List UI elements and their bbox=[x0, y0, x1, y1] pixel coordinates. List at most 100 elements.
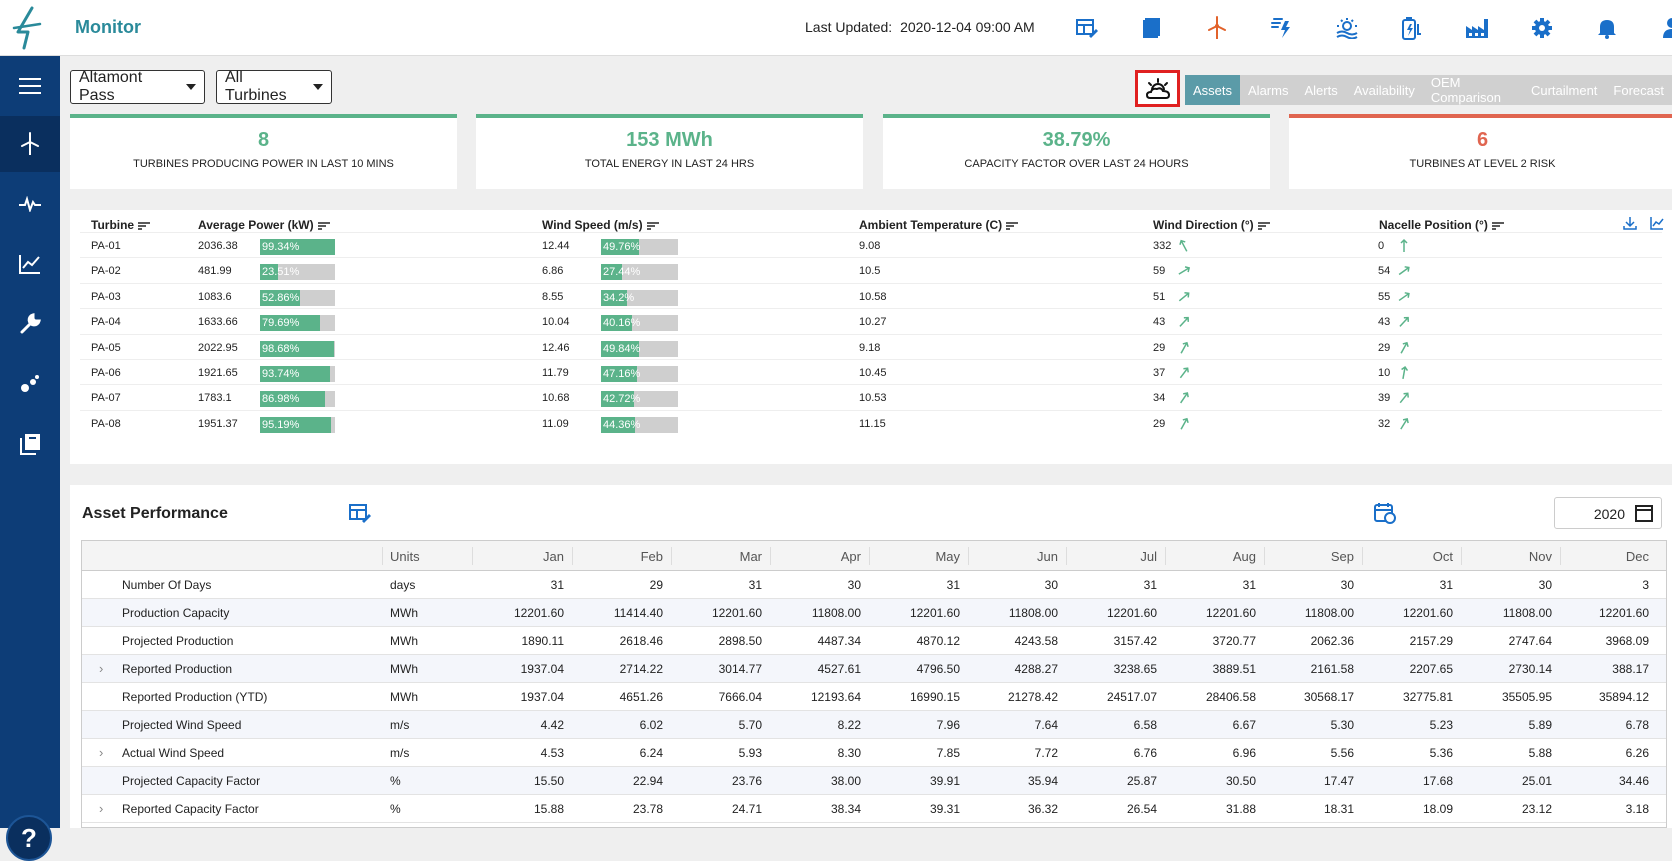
metric-value: 3720.77 bbox=[1166, 634, 1256, 648]
metric-units: MWh bbox=[390, 690, 418, 704]
factory-icon[interactable] bbox=[1444, 12, 1509, 44]
site-dropdown[interactable]: Altamont Pass bbox=[70, 70, 205, 104]
tab-alerts[interactable]: Alerts bbox=[1296, 75, 1345, 105]
nacelle-position-value: 54 bbox=[1378, 265, 1390, 277]
power-progress-label: 52.86% bbox=[262, 292, 299, 304]
sidebar-item-turbines[interactable] bbox=[0, 116, 60, 172]
metric-value: 4796.50 bbox=[870, 662, 960, 676]
metric-value: 25.01 bbox=[1462, 774, 1552, 788]
column-divider[interactable] bbox=[1165, 547, 1166, 565]
wind-direction-arrow-icon bbox=[1176, 390, 1192, 406]
tab-curtailment[interactable]: Curtailment bbox=[1523, 75, 1605, 105]
col-header-wind-direction[interactable]: Wind Direction (°) bbox=[1153, 218, 1270, 232]
year-value: 2020 bbox=[1594, 506, 1625, 522]
column-divider[interactable] bbox=[1362, 547, 1363, 565]
table-edit-icon[interactable] bbox=[349, 503, 371, 528]
col-header-nacelle-position[interactable]: Nacelle Position (°) bbox=[1379, 218, 1504, 232]
expand-chevron-icon[interactable]: › bbox=[99, 801, 103, 816]
wind-turbine-icon[interactable] bbox=[1184, 12, 1249, 44]
kpi-value: 8 bbox=[70, 129, 457, 152]
weather-button[interactable] bbox=[1135, 70, 1180, 107]
column-divider[interactable] bbox=[671, 547, 672, 565]
sidebar-item-clusters[interactable] bbox=[0, 356, 60, 412]
column-divider[interactable] bbox=[572, 547, 573, 565]
expand-chevron-icon[interactable]: › bbox=[99, 661, 103, 676]
column-divider[interactable] bbox=[770, 547, 771, 565]
metric-value: 5.89 bbox=[1462, 718, 1552, 732]
book-icon[interactable] bbox=[1119, 12, 1184, 44]
col-header-turbine[interactable]: Turbine bbox=[91, 218, 150, 232]
column-divider[interactable] bbox=[1264, 547, 1265, 565]
metric-value: 3238.65 bbox=[1067, 662, 1157, 676]
metric-value: 4.53 bbox=[474, 746, 564, 760]
help-button[interactable]: ? bbox=[6, 815, 52, 861]
column-divider[interactable] bbox=[472, 547, 473, 565]
sidebar-item-trends[interactable] bbox=[0, 236, 60, 292]
col-header-wind-speed[interactable]: Wind Speed (m/s) bbox=[542, 218, 659, 232]
caret-down-icon bbox=[313, 84, 323, 90]
calendar-refresh-icon[interactable] bbox=[1374, 502, 1396, 529]
metric-units: MWh bbox=[390, 606, 418, 620]
tab-alarms[interactable]: Alarms bbox=[1240, 75, 1296, 105]
metric-value: 12201.60 bbox=[1166, 606, 1256, 620]
wind-progress-label: 49.84% bbox=[603, 343, 640, 355]
tab-availability[interactable]: Availability bbox=[1346, 75, 1423, 105]
sort-icon bbox=[647, 221, 659, 231]
metric-name: Production Capacity bbox=[122, 606, 229, 620]
column-divider[interactable] bbox=[1066, 547, 1067, 565]
column-divider[interactable] bbox=[1560, 547, 1561, 565]
column-divider[interactable] bbox=[382, 547, 383, 565]
column-divider[interactable] bbox=[968, 547, 969, 565]
table-edit-icon[interactable] bbox=[1054, 12, 1119, 44]
power-progress-bar: 98.68% bbox=[260, 341, 335, 357]
user-icon[interactable] bbox=[1639, 12, 1672, 44]
column-divider[interactable] bbox=[869, 547, 870, 565]
wind-direction-value: 51 bbox=[1153, 291, 1165, 303]
ambient-temperature-value: 10.27 bbox=[859, 316, 887, 328]
bell-icon[interactable] bbox=[1574, 12, 1639, 44]
menu-icon[interactable] bbox=[0, 58, 60, 114]
col-header-average-power[interactable]: Average Power (kW) bbox=[198, 218, 330, 232]
tab-assets[interactable]: Assets bbox=[1185, 75, 1240, 105]
sidebar-item-pulse[interactable] bbox=[0, 176, 60, 232]
nacelle-position-arrow-icon bbox=[1396, 289, 1412, 305]
calendar-icon bbox=[1635, 504, 1653, 522]
column-divider[interactable] bbox=[1461, 547, 1462, 565]
year-picker[interactable]: 2020 bbox=[1554, 497, 1662, 529]
battery-icon[interactable] bbox=[1379, 12, 1444, 44]
wind-progress-bar: 49.76% bbox=[601, 239, 678, 255]
col-header-month: Apr bbox=[771, 549, 861, 564]
storm-icon[interactable] bbox=[1249, 12, 1314, 44]
col-header-month: Oct bbox=[1363, 549, 1453, 564]
col-header-ambient-temperature[interactable]: Ambient Temperature (C) bbox=[859, 218, 1018, 232]
gear-icon[interactable] bbox=[1509, 12, 1574, 44]
tab-forecast[interactable]: Forecast bbox=[1605, 75, 1672, 105]
wind-direction-value: 37 bbox=[1153, 367, 1165, 379]
metric-value: 17.68 bbox=[1363, 774, 1453, 788]
expand-chevron-icon[interactable]: › bbox=[99, 745, 103, 760]
metric-value: 30 bbox=[1264, 578, 1354, 592]
turbine-dropdown[interactable]: All Turbines bbox=[216, 70, 332, 104]
app-logo-icon[interactable] bbox=[10, 6, 50, 50]
metric-value: 25.87 bbox=[1067, 774, 1157, 788]
sidebar-item-maintenance[interactable] bbox=[0, 296, 60, 352]
wind-progress-label: 34.2% bbox=[603, 292, 634, 304]
solar-icon[interactable] bbox=[1314, 12, 1379, 44]
sidebar-item-reports[interactable] bbox=[0, 416, 60, 472]
metric-value: 12201.60 bbox=[1363, 606, 1453, 620]
metric-value: 12201.60 bbox=[1559, 606, 1649, 620]
tab-oem-comparison[interactable]: OEM Comparison bbox=[1423, 75, 1523, 105]
app-title: Monitor bbox=[75, 17, 141, 38]
